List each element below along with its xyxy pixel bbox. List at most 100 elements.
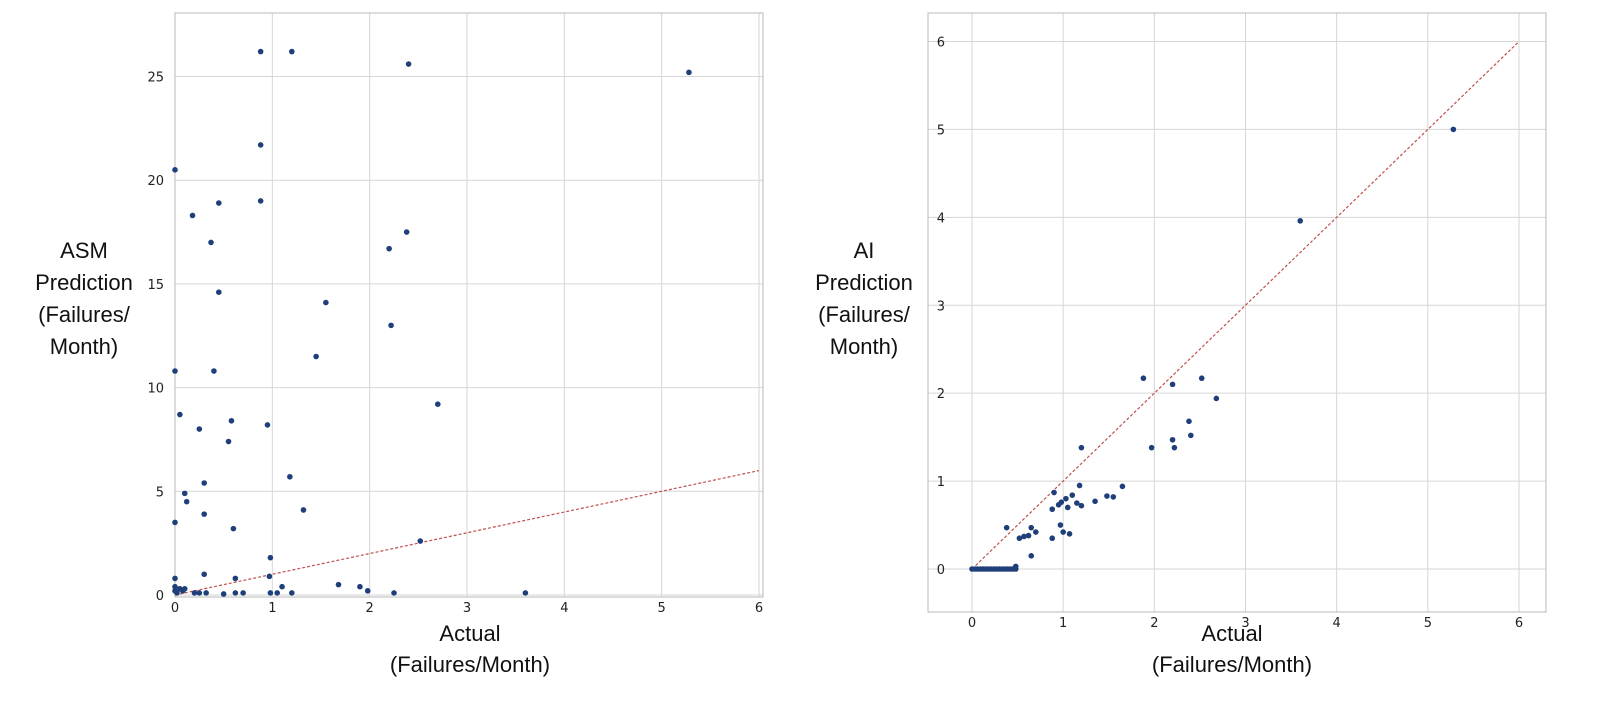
data-point xyxy=(1028,553,1035,559)
data-point xyxy=(220,591,227,597)
data-point xyxy=(240,590,246,596)
y-tick-label: 6 xyxy=(937,36,945,51)
y-tick-label: 25 xyxy=(147,71,164,86)
data-point xyxy=(417,538,424,544)
y-tick-label: 3 xyxy=(937,299,945,314)
data-point xyxy=(364,588,371,594)
x-tick-label: 3 xyxy=(463,601,471,616)
y-axis-label-line: (Failures/ xyxy=(818,302,911,327)
data-point xyxy=(1016,535,1023,542)
plot-frame xyxy=(174,12,764,598)
data-point xyxy=(228,417,235,424)
data-point xyxy=(1188,432,1194,439)
data-point xyxy=(1104,493,1110,499)
data-point xyxy=(232,590,239,596)
data-point xyxy=(201,480,207,486)
x-tick-label: 4 xyxy=(1333,616,1341,631)
y-tick-label: 1 xyxy=(937,475,945,490)
data-point xyxy=(335,581,342,588)
data-point xyxy=(1213,395,1220,402)
data-point xyxy=(386,245,392,252)
data-point xyxy=(300,507,307,513)
y-tick-label: 0 xyxy=(156,589,164,604)
y-axis-label-line: Month) xyxy=(50,334,118,359)
reference-line xyxy=(174,469,760,596)
x-tick-label: 1 xyxy=(268,601,276,616)
data-point xyxy=(257,48,264,55)
data-point xyxy=(391,590,397,596)
x-tick-label: 4 xyxy=(560,601,568,616)
data-point xyxy=(211,368,217,374)
x-tick-label: 5 xyxy=(1424,616,1432,631)
data-point xyxy=(1186,418,1192,425)
data-point xyxy=(183,498,190,505)
x-axis-label-line: (Failures/Month) xyxy=(390,652,550,677)
y-tick-label: 15 xyxy=(147,278,164,293)
x-tick-label: 5 xyxy=(658,601,666,616)
data-point xyxy=(1028,524,1035,531)
data-point xyxy=(181,585,188,592)
data-point xyxy=(686,69,692,76)
data-point xyxy=(1171,444,1178,451)
y-axis-label-line: AI xyxy=(854,238,875,263)
asm-prediction-scatter-chart: 0 1 2 3 4 5 6 0 5 10 15 20 25 ASM Prediction (Failures/… xyxy=(35,12,764,677)
y-axis-label-line: (Failures/ xyxy=(38,302,131,327)
data-point xyxy=(264,422,271,428)
reference-line xyxy=(971,41,1520,570)
data-point xyxy=(208,239,214,246)
plot-area xyxy=(175,13,763,597)
data-point xyxy=(189,212,196,219)
data-point xyxy=(435,401,441,407)
data-point xyxy=(216,200,222,206)
data-point xyxy=(1140,375,1147,382)
data-point xyxy=(172,368,178,374)
data-point xyxy=(1078,444,1085,451)
data-point xyxy=(201,511,207,517)
data-point xyxy=(172,167,178,173)
y-tick-label: 0 xyxy=(937,563,945,578)
data-point xyxy=(225,438,232,445)
data-point xyxy=(1092,498,1098,505)
data-point xyxy=(174,590,180,596)
data-point xyxy=(172,575,178,582)
data-point xyxy=(266,573,273,580)
data-point xyxy=(1012,563,1019,570)
x-tick-label: 1 xyxy=(1059,616,1067,631)
data-point xyxy=(1033,529,1039,535)
x-axis-label-line: Actual xyxy=(1201,621,1262,646)
data-point xyxy=(177,411,183,418)
y-axis-label-line: Prediction xyxy=(35,270,133,295)
y-tick-label: 10 xyxy=(147,382,164,397)
data-point xyxy=(191,590,198,596)
data-point xyxy=(257,142,264,148)
data-point xyxy=(1297,218,1303,224)
data-point xyxy=(257,198,264,204)
y-tick-label: 5 xyxy=(156,485,164,500)
y-axis-label-line: Month) xyxy=(830,334,898,359)
data-point xyxy=(196,590,203,596)
data-point xyxy=(181,490,188,497)
data-point xyxy=(1064,504,1071,511)
ai-prediction-scatter-chart: 0 1 2 3 4 5 6 0 1 2 3 4 5 6 AI Prediction (Failures/Mont… xyxy=(815,12,1547,677)
data-point xyxy=(1021,533,1027,540)
y-tick-label: 4 xyxy=(937,211,945,226)
data-point xyxy=(1110,494,1117,500)
data-point xyxy=(403,229,410,235)
x-tick-label: 6 xyxy=(1515,616,1523,631)
y-tick-label: 2 xyxy=(937,387,945,402)
x-axis-label-line: (Failures/Month) xyxy=(1152,652,1312,677)
data-point xyxy=(1076,482,1083,489)
x-tick-label: 0 xyxy=(171,601,179,616)
data-point xyxy=(201,571,207,578)
data-point xyxy=(1450,126,1457,133)
data-point xyxy=(357,583,363,590)
data-point xyxy=(522,590,529,596)
data-point xyxy=(216,289,222,295)
data-point xyxy=(388,322,394,329)
data-point xyxy=(289,48,295,55)
data-point xyxy=(1063,495,1069,502)
x-tick-label: 2 xyxy=(1150,616,1158,631)
data-point xyxy=(232,575,239,582)
data-point xyxy=(1051,489,1057,496)
